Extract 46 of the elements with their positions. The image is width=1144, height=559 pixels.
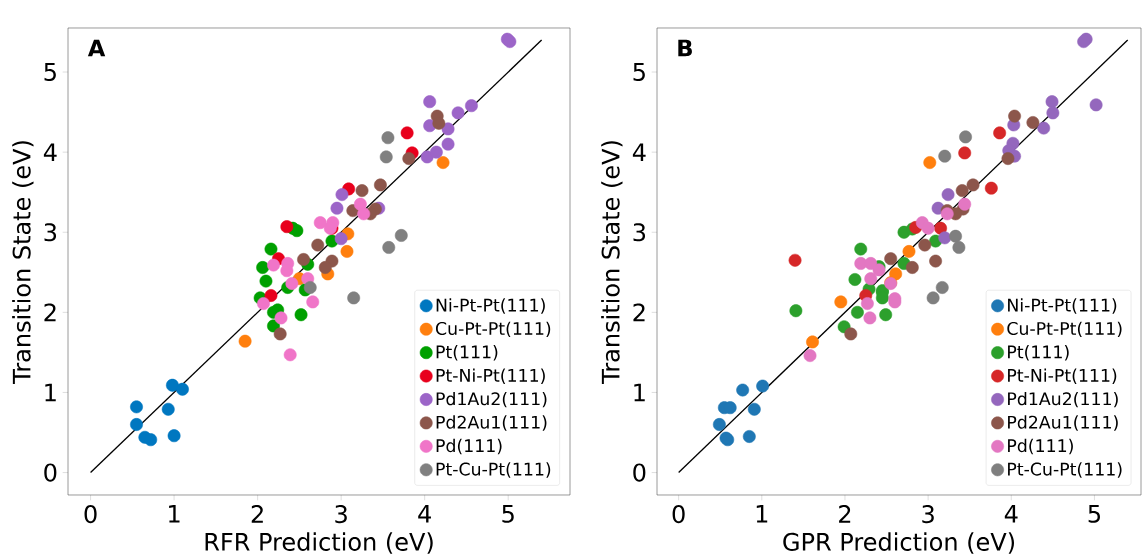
legend-label: Pd1Au2(111) — [1008, 391, 1118, 408]
legend-label: Pt-Cu-Pt(111) — [436, 462, 551, 478]
legend-label: Pt-Ni-Pt(111) — [1008, 368, 1117, 384]
x-axis-title: RFR Prediction (eV) — [205, 532, 433, 554]
legend-label: Pd2Au1(111) — [1008, 415, 1118, 431]
legend-label: Pt-Ni-Pt(111) — [436, 368, 545, 384]
y-axis-title: Transition State (eV) — [601, 141, 623, 384]
y-tick-label: 2 — [44, 303, 56, 322]
x-tick-label: 0 — [672, 505, 685, 524]
chart-title: B — [678, 39, 692, 57]
x-tick-label: 0 — [84, 505, 97, 524]
legend-label: Pd1Au2(111) — [436, 391, 547, 408]
x-axis-title: GPR Prediction (eV) — [783, 532, 1015, 554]
y-tick-label: 1 — [634, 383, 645, 402]
y-tick-label: 3 — [633, 223, 646, 242]
y-tick-label: 0 — [44, 463, 57, 482]
y-tick-label: 5 — [44, 63, 56, 81]
x-tick-label: 3 — [335, 505, 347, 524]
legend-label: Cu-Pt-Pt(111) — [1007, 321, 1122, 338]
legend-label: Pd2Au1(111) — [436, 415, 547, 431]
x-tick-label: 5 — [1088, 505, 1100, 523]
x-tick-label: 4 — [418, 505, 431, 523]
y-tick-label: 3 — [44, 223, 57, 242]
x-tick-label: 4 — [1004, 505, 1018, 523]
y-tick-label: 4 — [632, 143, 646, 161]
x-tick-label: 5 — [502, 505, 514, 523]
legend-label: Ni-Pt-Pt(111) — [1008, 298, 1117, 314]
y-axis-title: Transition State (eV) — [12, 141, 34, 384]
chart-title: A — [87, 39, 106, 57]
x-tick-label: 1 — [756, 505, 768, 523]
legend-label: Ni-Pt-Pt(111) — [436, 298, 545, 314]
legend-label: Pd(111) — [436, 438, 502, 455]
x-tick-label: 1 — [169, 505, 180, 523]
x-tick-label: 3 — [922, 505, 934, 524]
legend-label: Pt(111) — [1008, 345, 1069, 361]
x-tick-label: 2 — [251, 505, 263, 523]
legend-label: Cu-Pt-Pt(111) — [435, 321, 551, 338]
y-tick-label: 5 — [633, 63, 645, 81]
y-tick-label: 4 — [43, 143, 57, 161]
x-tick-label: 2 — [839, 505, 851, 523]
legend-label: Pt-Cu-Pt(111) — [1008, 462, 1122, 478]
y-tick-label: 2 — [633, 303, 645, 322]
legend-label: Pd(111) — [1008, 438, 1073, 455]
y-tick-label: 1 — [45, 383, 56, 402]
y-tick-label: 0 — [633, 463, 646, 482]
legend-label: Pt(111) — [436, 345, 498, 361]
